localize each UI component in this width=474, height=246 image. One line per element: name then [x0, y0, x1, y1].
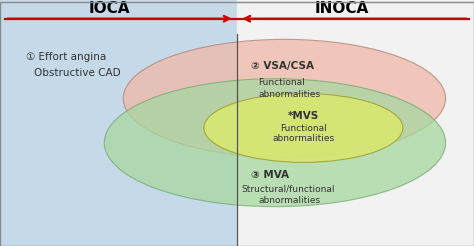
Text: Functional: Functional: [258, 78, 305, 87]
Ellipse shape: [204, 93, 403, 162]
Text: Obstructive CAD: Obstructive CAD: [34, 68, 121, 78]
Text: Structural/functional: Structural/functional: [242, 185, 335, 194]
Text: ① Effort angina: ① Effort angina: [26, 52, 106, 62]
Text: abnormalities: abnormalities: [258, 196, 320, 205]
Ellipse shape: [123, 39, 446, 157]
Bar: [237, 0, 474, 246]
Text: INOCA: INOCA: [314, 1, 368, 16]
Text: Functional: Functional: [280, 124, 327, 133]
Text: ③ MVA: ③ MVA: [251, 170, 289, 180]
Ellipse shape: [104, 79, 446, 207]
Text: abnormalities: abnormalities: [272, 134, 335, 143]
Text: abnormalities: abnormalities: [258, 90, 320, 99]
Text: ② VSA/CSA: ② VSA/CSA: [251, 62, 314, 71]
Text: IOCA: IOCA: [88, 1, 130, 16]
Text: *MVS: *MVS: [288, 111, 319, 121]
Bar: [0, 0, 237, 246]
